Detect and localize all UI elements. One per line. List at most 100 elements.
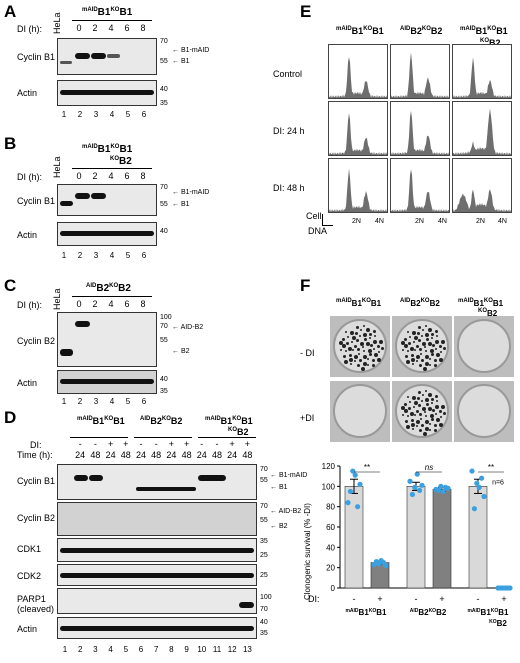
panel-d-line-3: [198, 437, 256, 438]
panel-b-di-2: 2: [92, 171, 98, 181]
panel-f-bar-chart: 0 20 40 60 80 100 120 - + - + - + ** ns ** n=6 DI: mAIDB1K…: [308, 462, 513, 628]
panel-e-histogram: [390, 44, 450, 99]
panel-f-di-sign: +: [439, 594, 444, 604]
panel-e-histogram: [328, 44, 388, 99]
panel-f-row-plus-di: +DI: [300, 413, 315, 423]
panel-d-time-label: Time (h):: [17, 450, 53, 460]
panel-d-line-2: [134, 437, 192, 438]
panel-a-arrow-b1maid: ← B1-mAID: [172, 47, 210, 54]
panel-d-lane-4: 4: [108, 645, 113, 654]
panel-a-di-label: DI (h):: [17, 24, 43, 34]
panel-b-title-2: KOB2: [110, 156, 132, 167]
panel-b-title-line: [72, 168, 152, 169]
panel-f-col-3: mAIDB1KOB1: [458, 298, 504, 308]
panel-c-lane-5: 5: [125, 397, 131, 406]
panel-c-blot-cyclinb2: [57, 312, 157, 367]
panel-c-lane-1: 1: [61, 397, 67, 406]
panel-d-lane-8: 8: [169, 645, 174, 654]
panel-f-dish-frame: [392, 316, 452, 377]
panel-f-data-point: [357, 481, 363, 487]
panel-b-di-6: 6: [124, 171, 130, 181]
panel-f-data-point: [383, 563, 389, 569]
panel-a-di-0: 0: [76, 23, 82, 33]
panel-c-arrow-b2: ← B2: [172, 348, 190, 355]
panel-f-data-point: [409, 491, 415, 498]
panel-a-di-6: 6: [124, 23, 130, 33]
panel-e-x-arrow: [322, 225, 333, 226]
panel-d-time-value: 48: [151, 450, 162, 460]
panel-c-row-cyclinb2: Cyclin B2: [17, 336, 56, 346]
panel-f-data-point: [350, 468, 356, 474]
panel-d-row-cyclinb1: Cyclin B1: [17, 476, 56, 486]
panel-e-histogram: [328, 158, 388, 213]
panel-e-row-control: Control: [273, 69, 303, 79]
panel-d-time-value: 48: [120, 450, 131, 460]
panel-c-marker-100: 100: [160, 314, 172, 321]
panel-f-bar: [406, 486, 426, 589]
panel-f-dish-frame: [330, 381, 390, 442]
panel-e-histogram: [452, 44, 512, 99]
panel-b-blot-cyclinb1: [57, 184, 157, 216]
panel-d-di-sign: +: [183, 439, 190, 449]
panel-d-time-value: 24: [166, 450, 177, 460]
panel-b-lane-5: 5: [125, 251, 131, 260]
panel-c-di-8: 8: [140, 299, 146, 309]
panel-d-cdk2-m25: 25: [260, 572, 268, 579]
panel-a-lane-3: 3: [93, 110, 99, 119]
panel-e-4n-1: 4N: [375, 218, 384, 225]
panel-f-data-point: [407, 478, 413, 484]
panel-c-marker-70: 70: [160, 323, 168, 330]
panel-c-di-label: DI (h):: [17, 300, 43, 310]
panel-d-cb2-m55: 55: [260, 517, 268, 524]
panel-d-di-sign: +: [229, 439, 235, 449]
panel-d-time-value: 24: [227, 450, 238, 460]
panel-a-letter: A: [4, 2, 17, 21]
panel-a-row-cyclinb1: Cyclin B1: [17, 52, 56, 62]
panel-f-data-point: [507, 585, 513, 591]
panel-f-dish-frame: [454, 381, 514, 442]
panel-d-blot-cyclinb1: [57, 464, 257, 500]
panel-e-2n-2: 2N: [415, 218, 424, 225]
panel-c-title-line: [72, 296, 152, 297]
panel-b-letter: B: [4, 134, 17, 153]
panel-a-row-actin: Actin: [17, 88, 38, 98]
panel-b-row-actin: Actin: [17, 230, 38, 240]
panel-f-data-point: [345, 500, 351, 506]
panel-f-x-group-label: mAIDB1KOB1: [467, 608, 509, 617]
panel-f-bar: [468, 486, 488, 589]
panel-f-data-point: [476, 484, 482, 490]
panel-d-di-sign: +: [168, 439, 175, 449]
panel-a-di-4: 4: [108, 23, 114, 33]
panel-d-cdk1-m35: 35: [260, 538, 268, 545]
panel-d-arrow-b1: ← B1: [270, 484, 288, 491]
panel-f-col-1: mAIDB1KOB1: [336, 298, 382, 308]
panel-c-lane-2: 2: [77, 397, 83, 406]
panel-a-arrow-b1: ← B1: [172, 58, 190, 65]
panel-f-sig-label: ns: [425, 463, 433, 472]
panel-d-time-value: 24: [105, 450, 116, 460]
panel-e-4n-3: 4N: [498, 218, 507, 225]
panel-f-di-sign: +: [377, 594, 382, 604]
panel-c-blot-actin: [57, 370, 157, 394]
panel-e-histogram: [452, 158, 512, 213]
panel-b-di-0: 0: [76, 171, 82, 181]
panel-a-di-2: 2: [92, 23, 98, 33]
panel-f-y-tick-label: 80: [326, 503, 335, 512]
panel-d-cdk1-m25: 25: [260, 552, 268, 559]
panel-a-di-8: 8: [140, 23, 146, 33]
panel-a-lane-2: 2: [77, 110, 83, 119]
panel-f-x-group-label-2: KOB2: [489, 619, 507, 628]
panel-a-title-line: [72, 20, 152, 21]
panel-e-row-24h: DI: 24 h: [273, 126, 305, 136]
panel-e-xaxis-dna: DNA: [308, 226, 328, 236]
panel-b-lane-6: 6: [141, 251, 147, 260]
panel-f-data-point: [469, 468, 475, 474]
panel-b-title: mAIDB1KOB1: [82, 144, 133, 155]
panel-d-row-parp1: PARP1: [17, 594, 46, 604]
panel-d-blot-cdk2: [57, 564, 257, 586]
panel-d-di-sign: -: [139, 439, 143, 449]
panel-f-data-point: [435, 487, 441, 493]
panel-f-y-tick-label: 20: [326, 564, 335, 573]
panel-d-di-sign: +: [244, 439, 251, 449]
panel-f-data-point: [355, 504, 361, 510]
